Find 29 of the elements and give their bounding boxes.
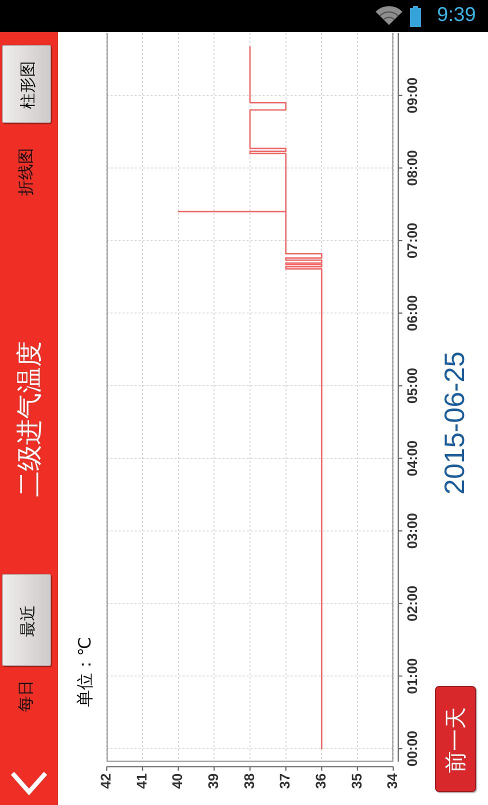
chevron-icon[interactable] <box>11 772 47 796</box>
x-tick-label: 36 <box>312 773 329 789</box>
y-tick-label: 05:00 <box>404 368 420 404</box>
x-tick-label: 38 <box>240 773 257 789</box>
y-tick-label: 03:00 <box>404 512 420 549</box>
text: 9:39 <box>437 4 476 26</box>
x-tick-label: 37 <box>276 773 293 789</box>
text: 每日 <box>16 680 35 712</box>
x-tick-label: 42 <box>98 773 114 789</box>
y-axis-title: 2015-06-25 <box>439 351 470 495</box>
y-tick-label: 06:00 <box>404 295 420 332</box>
y-tick-label: 07:00 <box>404 222 420 258</box>
x-tick-label: 35 <box>348 773 364 789</box>
x-tick-label: 41 <box>133 773 150 789</box>
text: 单位：℃ <box>75 636 95 708</box>
x-tick-label: 34 <box>384 773 400 789</box>
text: 折线图 <box>16 148 35 196</box>
previous-day-button[interactable]: 前一天 <box>435 686 476 792</box>
x-tick-label: 39 <box>205 773 222 789</box>
text: 二级进气温度 <box>14 341 44 497</box>
x-tick-label: 40 <box>169 773 186 789</box>
y-tick-label: 00:00 <box>404 730 420 767</box>
recent-button[interactable]: 最近 <box>2 574 51 666</box>
y-tick-label: 08:00 <box>404 150 420 186</box>
y-tick-label: 01:00 <box>404 658 420 694</box>
y-tick-label: 02:00 <box>404 585 420 622</box>
bar-chart-button[interactable]: 柱形图 <box>2 45 51 123</box>
y-tick-label: 04:00 <box>404 440 420 476</box>
y-tick-label: 09:00 <box>404 77 420 114</box>
